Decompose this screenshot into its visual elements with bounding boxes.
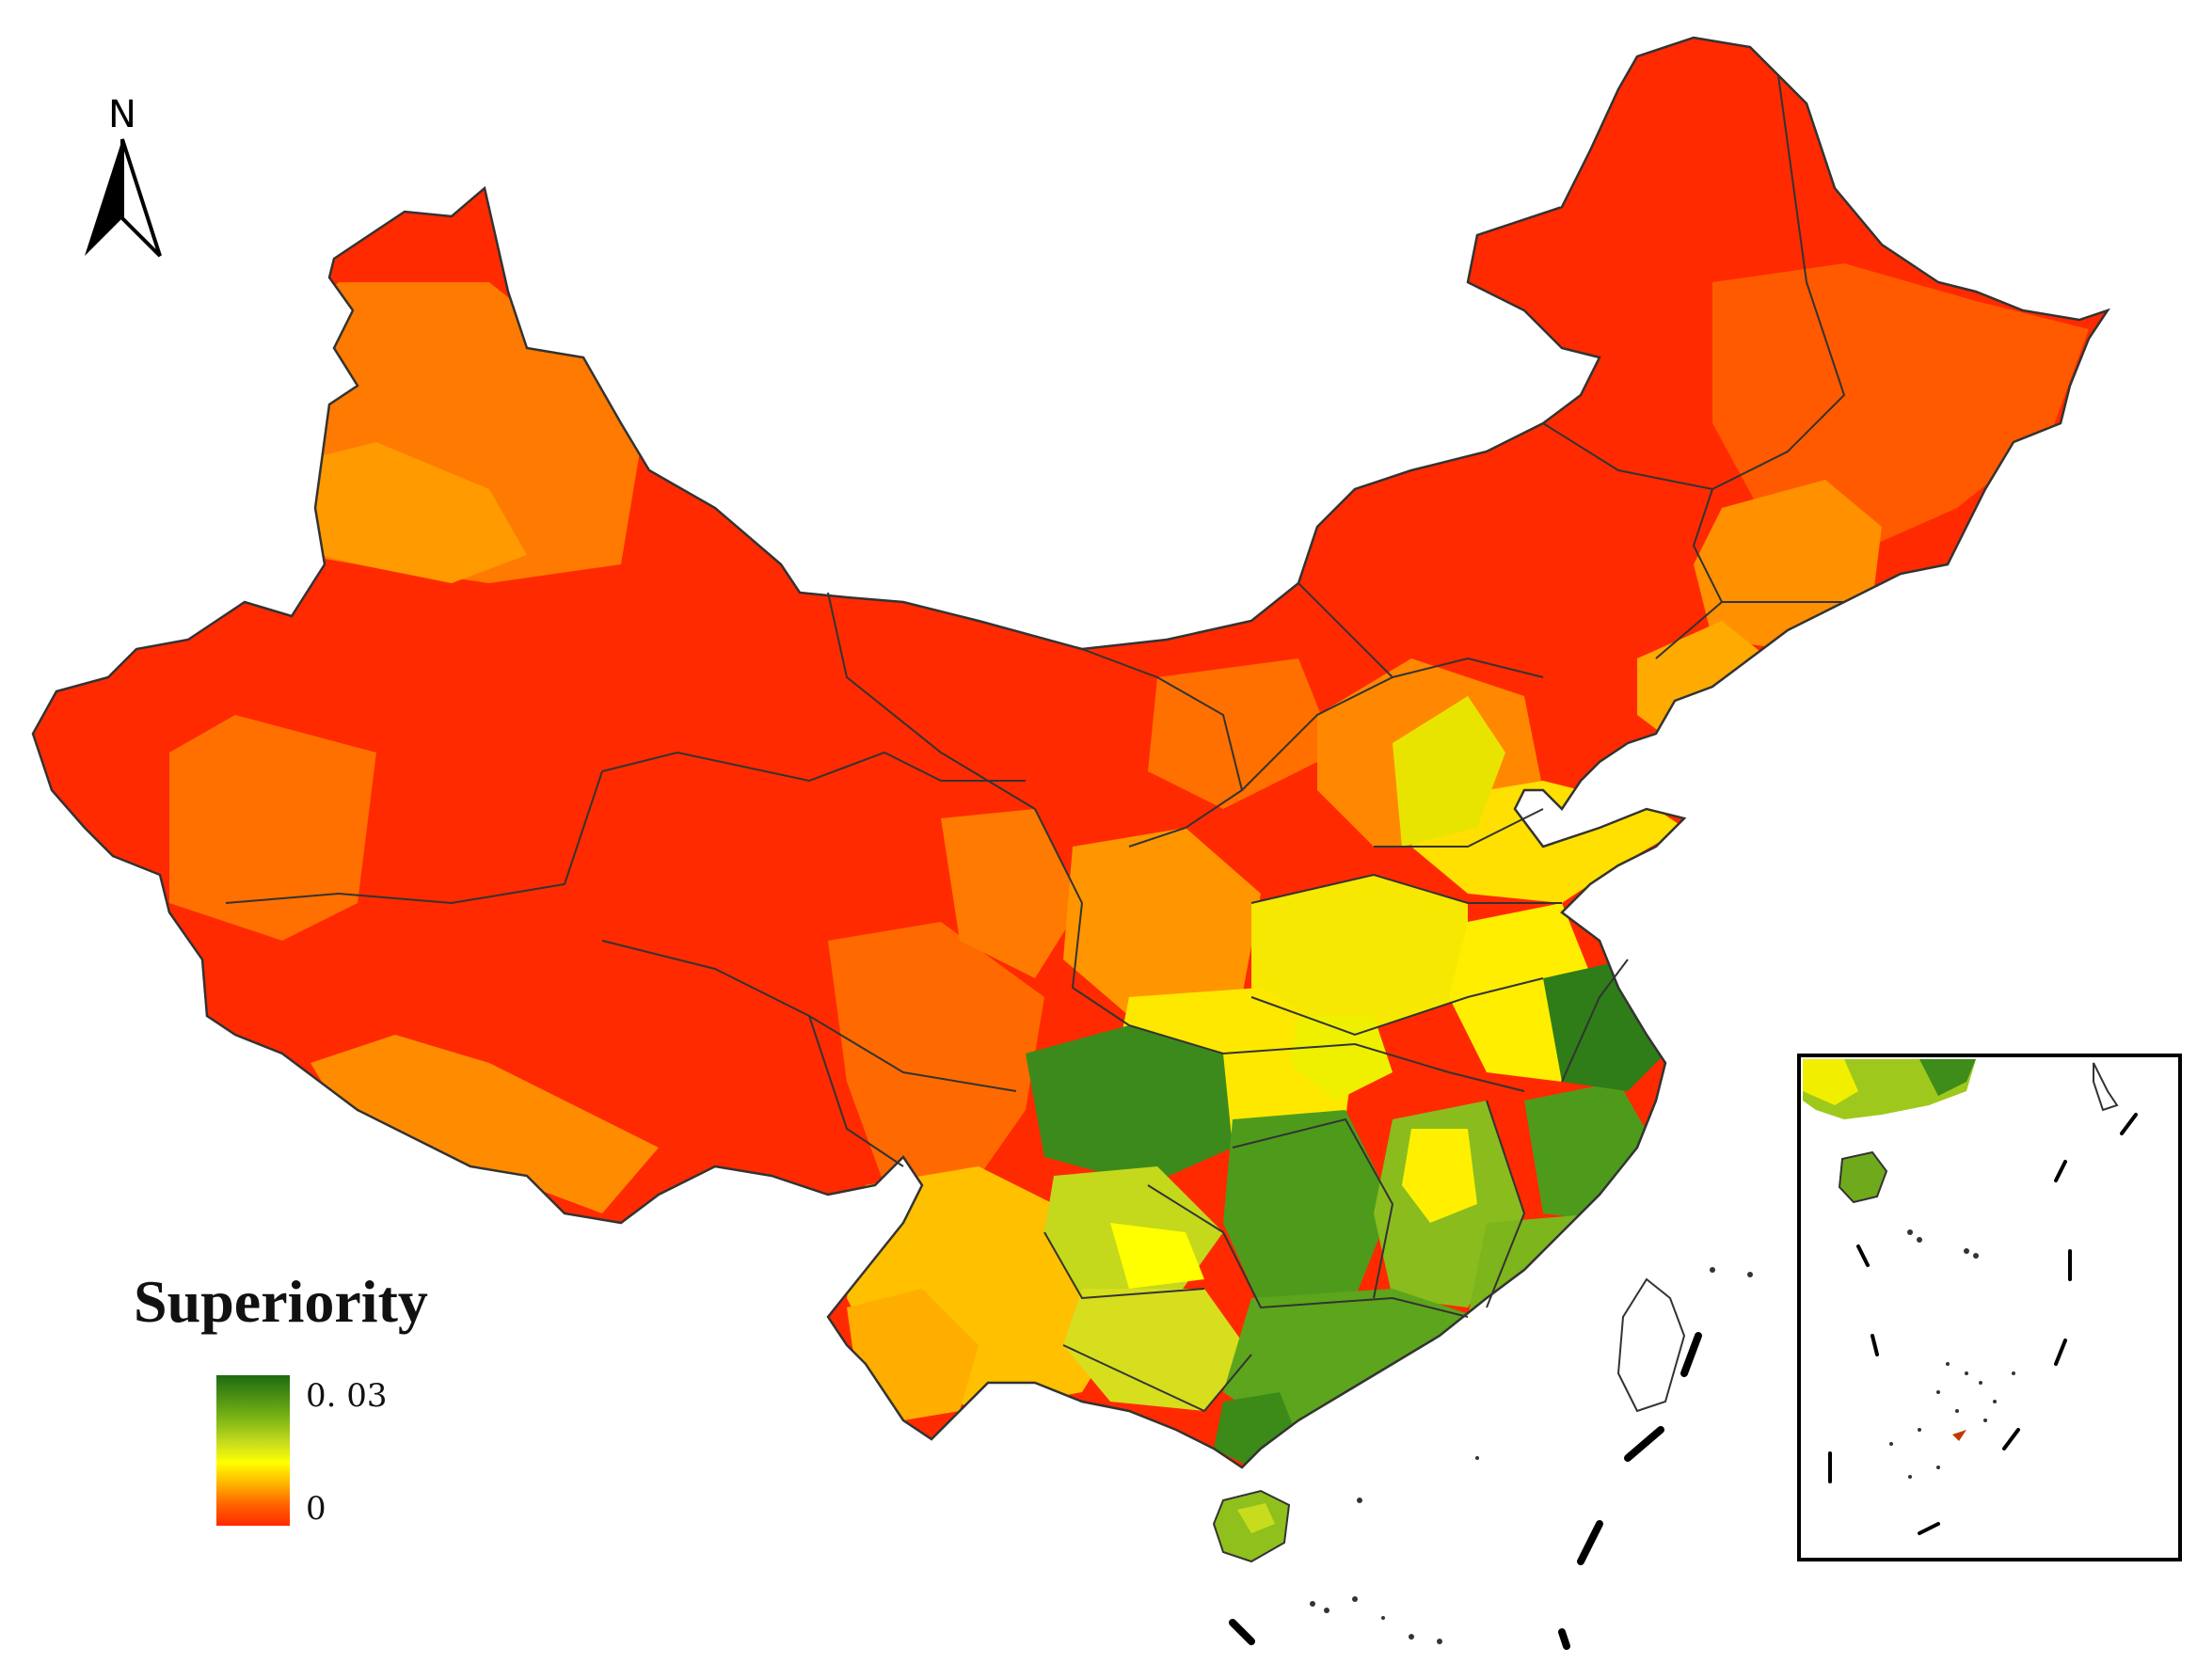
legend: Superiority 0. 03 0 [134, 1268, 428, 1528]
south-china-sea-inset-map [1797, 1054, 2182, 1561]
region-jiangxi-yellow [1402, 1129, 1477, 1223]
region-hebei-south [1393, 696, 1505, 847]
inset-frame [1797, 1054, 2182, 1561]
region-hubei-yellow [1289, 1016, 1393, 1101]
province-boundaries [225, 74, 1846, 1413]
legend-title: Superiority [134, 1268, 428, 1335]
region-hunan [1223, 1110, 1393, 1308]
legend-color-ramp [216, 1375, 290, 1526]
region-xinjiang-ili [263, 442, 527, 583]
china-outline [31, 36, 2111, 1469]
region-sichuan-west [828, 922, 1044, 1204]
small-islands [1310, 1267, 1753, 1644]
region-fujian [1468, 1213, 1600, 1345]
taiwan-outline [1616, 1277, 1686, 1413]
region-guangxi-yellow [1110, 1223, 1204, 1289]
nine-dash-line [1229, 1332, 1702, 1650]
region-guangxi [1063, 1289, 1251, 1411]
region-inner-mongolia-center [1148, 658, 1336, 809]
region-shaanxi [1063, 828, 1261, 1016]
region-gansu-south [941, 809, 1082, 978]
legend-max-label: 0. 03 [306, 1377, 388, 1415]
legend-min-label: 0 [306, 1490, 326, 1528]
north-arrow-icon [85, 139, 122, 256]
north-arrow: N [85, 93, 162, 258]
region-henan [1251, 875, 1468, 1035]
inset-hainan [1838, 1150, 1888, 1204]
region-sichuan-east [1026, 1025, 1233, 1185]
region-tibet-south [310, 1035, 659, 1213]
north-label: N [108, 93, 136, 136]
region-xinjiang-west [169, 715, 376, 941]
